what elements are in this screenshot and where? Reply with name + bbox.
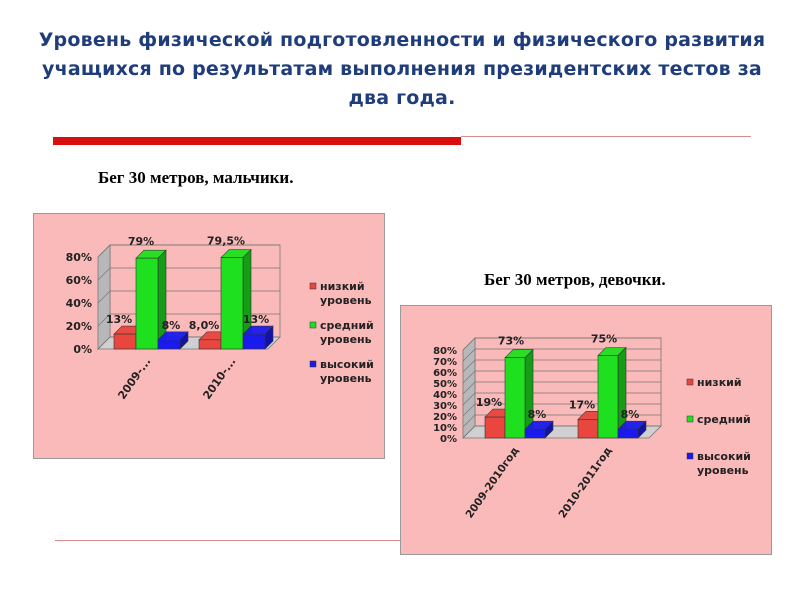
- y-tick-label: 40%: [66, 297, 92, 310]
- title-line-1: Уровень физической подготовленности и фи…: [38, 29, 766, 51]
- bar: [135, 257, 159, 350]
- title-line-3: два года.: [348, 87, 456, 109]
- bar: [597, 355, 619, 439]
- bar: [157, 339, 181, 350]
- y-tick-label: 60%: [66, 274, 92, 287]
- bar: [242, 333, 266, 350]
- legend-label: уровень: [320, 372, 372, 385]
- title-underline-bar: [53, 137, 461, 145]
- data-label: 8%: [621, 408, 640, 421]
- legend-swatch: [309, 282, 317, 290]
- legend-label: высокий: [697, 450, 751, 463]
- gridline: [462, 370, 661, 384]
- data-label: 75%: [591, 333, 617, 346]
- data-label: 8,0%: [189, 319, 220, 332]
- data-label: 13%: [243, 313, 269, 326]
- bar: [484, 416, 506, 439]
- y-tick-label: 0%: [73, 343, 92, 356]
- y-tick-label: 0%: [440, 434, 457, 445]
- y-tick-label: 40%: [433, 390, 457, 401]
- boys-chart-title: Бег 30 метров, мальчики.: [98, 168, 294, 187]
- gridline: [462, 337, 661, 351]
- category-label: 2010-...: [200, 355, 238, 402]
- data-label: 13%: [106, 313, 132, 326]
- y-tick-label: 80%: [66, 251, 92, 264]
- legend-label: низкий: [320, 280, 365, 293]
- gridline: [462, 348, 661, 362]
- bar: [524, 428, 546, 439]
- boys-chart-panel: 0% 20% 40% 60% 80% 13% 79% 8% 2009-... 8,0% 79,5% 1…: [33, 213, 385, 459]
- legend-label: средний: [320, 319, 374, 332]
- y-tick-label: 60%: [433, 368, 457, 379]
- bottom-rule: [55, 540, 400, 541]
- data-label: 8%: [162, 319, 181, 332]
- bar: [220, 257, 244, 350]
- girls-chart-title: Бег 30 метров, девочки.: [484, 270, 666, 289]
- y-tick-label: 10%: [433, 423, 457, 434]
- bar: [617, 428, 639, 439]
- y-tick-label: 80%: [433, 346, 457, 357]
- data-label: 19%: [476, 396, 502, 409]
- legend-label: уровень: [320, 333, 372, 346]
- y-tick-label: 30%: [433, 401, 457, 412]
- gridline: [462, 381, 661, 395]
- bar: [113, 333, 137, 350]
- data-label: 17%: [569, 398, 595, 411]
- y-tick-label: 20%: [433, 412, 457, 423]
- y-tick-label: 20%: [66, 320, 92, 333]
- legend-swatch: [686, 415, 694, 423]
- gridline: [97, 244, 280, 258]
- legend-label: уровень: [697, 464, 749, 477]
- category-label: 2009-2010год: [463, 445, 521, 521]
- y-tick-label: 70%: [433, 357, 457, 368]
- gridline: [462, 359, 661, 373]
- legend-swatch: [686, 378, 694, 386]
- girls-chart: 0%10%20%30%40%50%60%70%80% 19% 73% 8% 2009-2…: [433, 333, 751, 521]
- y-tick-label: 50%: [433, 379, 457, 390]
- gridline: [97, 290, 280, 304]
- legend-label: уровень: [320, 294, 372, 307]
- legend-swatch: [309, 321, 317, 329]
- page-title: Уровень физической подготовленности и фи…: [6, 26, 798, 113]
- legend-label: низкий: [697, 376, 742, 389]
- legend-label: средний: [697, 413, 751, 426]
- girls-chart-panel: 0% 10% 20% 30% 40% 50% 60% 70% 80% 19% 73% 8% 2009-2…: [400, 305, 772, 555]
- category-label: 2010-2011год: [556, 445, 614, 521]
- legend-label: высокий: [320, 358, 374, 371]
- bar: [504, 357, 526, 439]
- legend-swatch: [309, 360, 317, 368]
- legend-swatch: [686, 452, 694, 460]
- boys-chart: 0% 20% 40% 60% 80% 13% 79% 8% 2009-... 8,0% 79,5% 1…: [66, 235, 374, 402]
- title-line-2: учащихся по результатам выполнения прези…: [42, 58, 762, 80]
- category-label: 2009-...: [115, 355, 153, 402]
- title-underline-rule: [461, 136, 751, 137]
- bar: [198, 339, 222, 350]
- data-label: 79,5%: [207, 235, 245, 248]
- bar: [577, 419, 599, 439]
- data-label: 73%: [498, 335, 524, 348]
- gridline: [97, 267, 280, 281]
- data-label: 8%: [528, 408, 547, 421]
- data-label: 79%: [128, 235, 154, 248]
